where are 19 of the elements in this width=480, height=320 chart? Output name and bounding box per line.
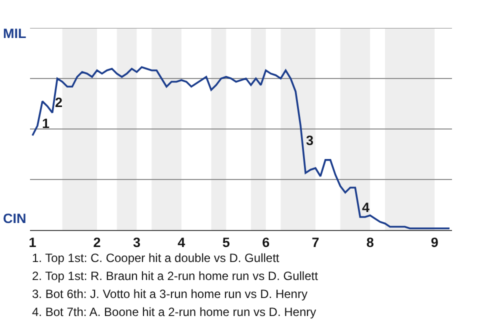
text: 1. Top 1st: C. Cooper hit a double vs D. Gullett xyxy=(32,251,280,265)
annotation: 4 xyxy=(362,200,370,215)
annotation: 1 xyxy=(42,116,50,131)
annotation: 2 xyxy=(55,95,63,110)
x-tick-label: 9 xyxy=(430,235,438,250)
text: 2. Top 1st: R. Braun hit a 2-run home run vs D. Gullett xyxy=(32,269,319,283)
text: 3. Bot 6th: J. Votto hit a 3-run home run vs D. Henry xyxy=(32,287,308,301)
text: 4. Bot 7th: A. Boone hit a 2-run home run vs D. Henry xyxy=(32,305,316,319)
text: CIN xyxy=(3,211,26,226)
x-tick-label: 1 xyxy=(28,235,37,250)
x-tick-label: 6 xyxy=(262,235,270,250)
text: MIL xyxy=(3,26,26,41)
x-tick-label: 8 xyxy=(366,235,374,250)
annotation: 3 xyxy=(306,133,314,148)
x-tick-label: 5 xyxy=(222,235,230,250)
x-tick-label: 2 xyxy=(93,235,101,250)
x-tick-label: 4 xyxy=(178,235,186,250)
x-tick-label: 7 xyxy=(312,235,320,250)
x-tick-label: 3 xyxy=(132,235,141,250)
